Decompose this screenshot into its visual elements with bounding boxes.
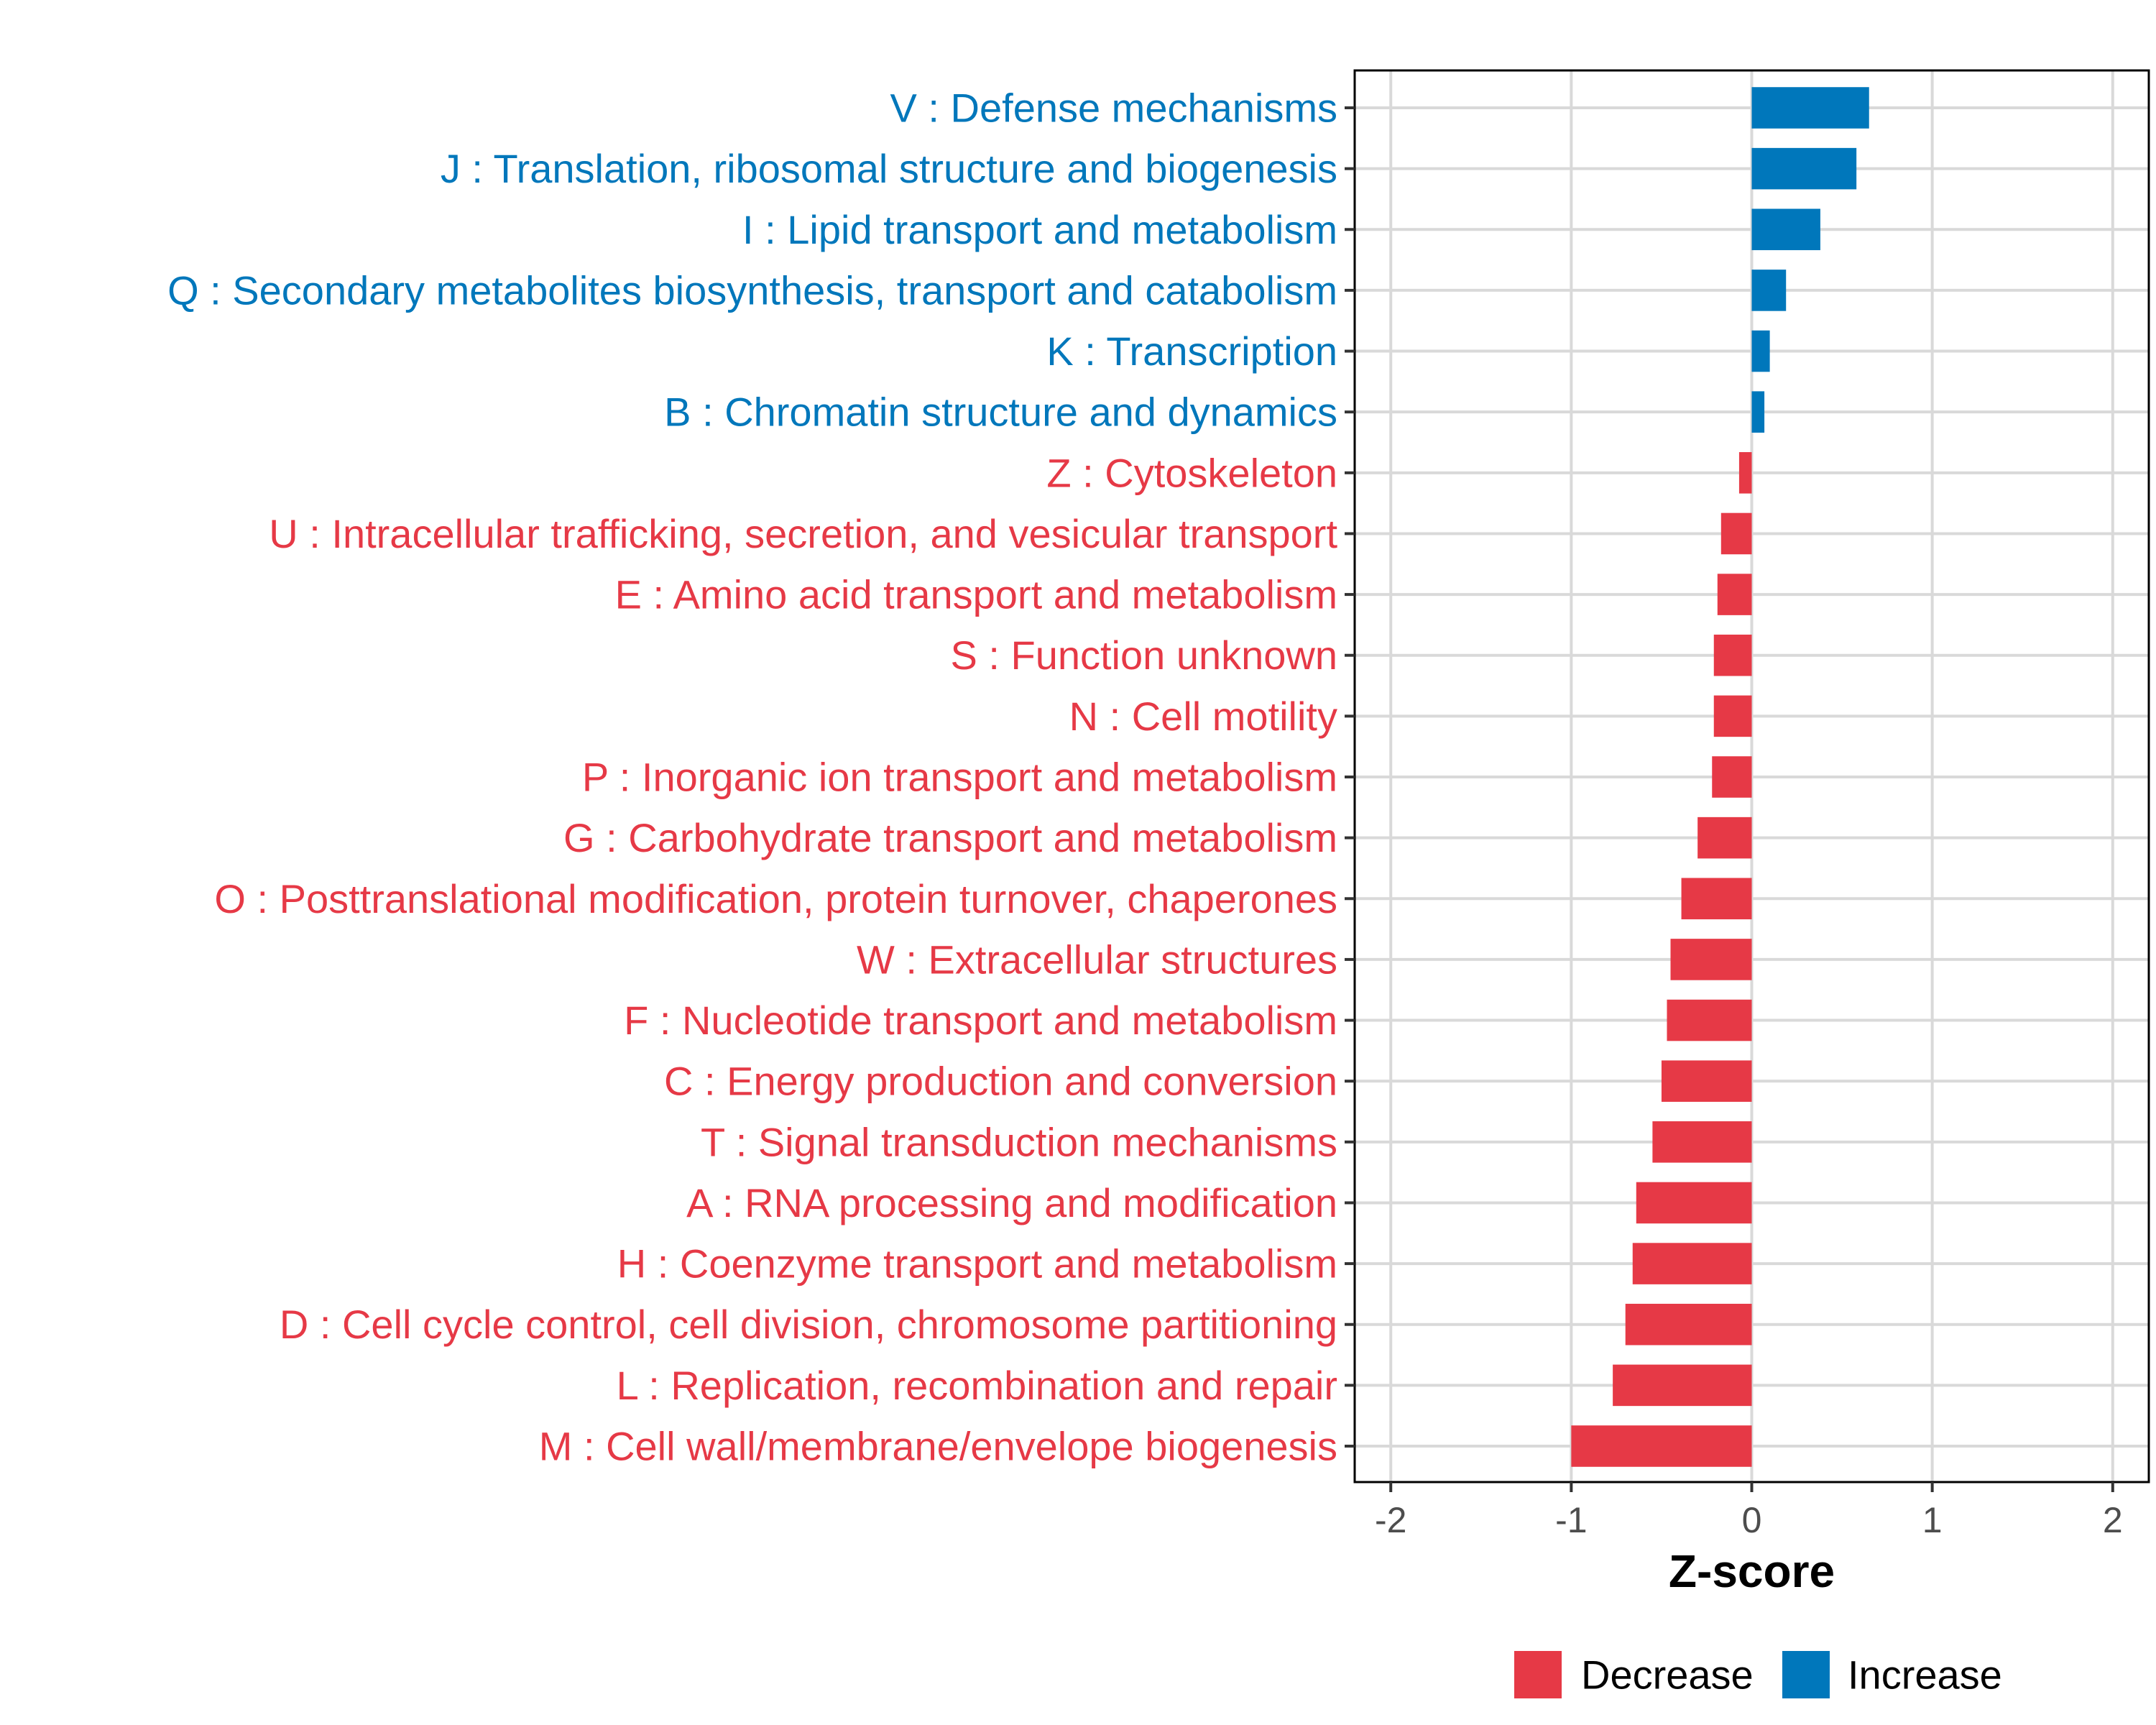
bar-21 — [1613, 1364, 1752, 1407]
category-label-18: A : RNA processing and modification — [686, 1180, 1337, 1225]
category-label-14: W : Extracellular structures — [857, 937, 1337, 982]
bar-15 — [1667, 999, 1752, 1041]
category-label-1: J : Translation, ribosomal structure and… — [441, 146, 1337, 191]
bar-0 — [1751, 87, 1869, 129]
bar-22 — [1571, 1425, 1752, 1467]
bar-11 — [1712, 756, 1752, 798]
x-tick-label-0: -2 — [1375, 1500, 1406, 1540]
category-label-3: Q : Secondary metabolites biosynthesis, … — [167, 267, 1337, 313]
category-label-2: I : Lipid transport and metabolism — [742, 207, 1337, 252]
category-label-16: C : Energy production and conversion — [664, 1059, 1337, 1104]
y-axis-ticks — [1345, 106, 1355, 1448]
category-label-22: M : Cell wall/membrane/envelope biogenes… — [539, 1424, 1337, 1469]
bar-8 — [1717, 574, 1752, 615]
x-axis-ticks: -2 -1 0 1 2 — [1375, 1482, 2123, 1540]
bar-12 — [1697, 816, 1752, 859]
x-tick-label-2: 0 — [1742, 1500, 1762, 1540]
bar-3 — [1751, 270, 1787, 311]
legend-swatch-increase — [1782, 1651, 1830, 1698]
category-label-19: H : Coenzyme transport and metabolism — [617, 1241, 1337, 1287]
bar-9 — [1713, 634, 1752, 676]
category-labels: V : Defense mechanisms J : Translation, r… — [167, 86, 1337, 1469]
bar-14 — [1670, 939, 1752, 980]
bar-16 — [1661, 1060, 1752, 1102]
bar-1 — [1751, 147, 1857, 190]
bar-2 — [1751, 208, 1820, 251]
category-label-9: S : Function unknown — [950, 632, 1337, 678]
x-tick-label-3: 1 — [1922, 1500, 1943, 1540]
bar-13 — [1681, 878, 1752, 920]
bar-20 — [1625, 1303, 1752, 1346]
category-label-6: Z : Cytoskeleton — [1046, 450, 1337, 495]
category-label-13: O : Posttranslational modification, prot… — [214, 876, 1337, 921]
legend-label-decrease: Decrease — [1581, 1652, 1754, 1698]
bar-10 — [1713, 695, 1752, 737]
x-axis-title: Z-score — [1669, 1545, 1835, 1597]
x-tick-label-1: -1 — [1555, 1500, 1587, 1540]
category-label-10: N : Cell motility — [1069, 694, 1337, 739]
bar-19 — [1632, 1243, 1752, 1284]
bar-6 — [1738, 452, 1752, 494]
category-label-15: F : Nucleotide transport and metabolism — [624, 998, 1337, 1043]
legend-label-increase: Increase — [1848, 1652, 2002, 1698]
legend-swatch-decrease — [1514, 1651, 1562, 1698]
category-label-8: E : Amino acid transport and metabolism — [615, 572, 1337, 617]
category-label-11: P : Inorganic ion transport and metaboli… — [582, 755, 1337, 800]
category-label-12: G : Carbohydrate transport and metabolis… — [563, 815, 1337, 860]
category-label-20: D : Cell cycle control, cell division, c… — [280, 1302, 1337, 1347]
bar-4 — [1751, 330, 1770, 372]
category-label-17: T : Signal transduction mechanisms — [701, 1119, 1337, 1164]
bar-17 — [1652, 1121, 1752, 1163]
category-label-4: K : Transcription — [1046, 328, 1337, 374]
bar-layer — [1571, 87, 1869, 1467]
bar-7 — [1720, 512, 1752, 555]
bar-5 — [1751, 391, 1765, 433]
category-label-5: B : Chromatin structure and dynamics — [664, 390, 1337, 435]
bar-18 — [1636, 1182, 1752, 1224]
legend: Decrease Increase — [1514, 1651, 2002, 1698]
category-label-21: L : Replication, recombination and repai… — [617, 1363, 1337, 1408]
category-label-0: V : Defense mechanisms — [890, 86, 1337, 131]
category-label-7: U : Intracellular trafficking, secretion… — [269, 511, 1337, 556]
x-tick-label-4: 2 — [2103, 1500, 2123, 1540]
